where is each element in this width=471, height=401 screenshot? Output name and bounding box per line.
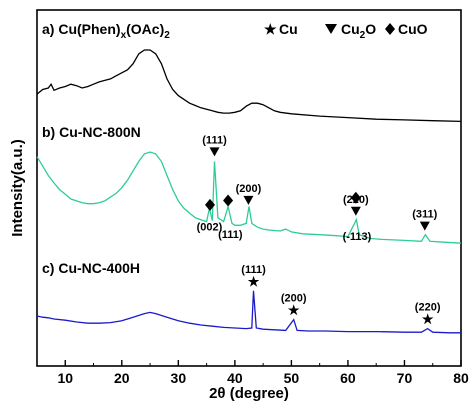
x-tick-label: 30 [171, 370, 187, 386]
peak-diamond-icon [204, 198, 215, 211]
peak-below-label: (111) [218, 229, 243, 241]
peak-triangle-icon [419, 221, 430, 231]
peak-triangle-icon [209, 147, 220, 157]
series-line-0 [36, 49, 462, 123]
series-a-label: a) Cu(Phen)x(OAc)2 [42, 21, 170, 41]
peak-below-label: (002) [197, 221, 223, 233]
peak-label: (220) [415, 302, 441, 314]
legend-cu-label: Cu [279, 21, 298, 37]
x-tick-label: 70 [397, 370, 413, 386]
peak-star-icon: ★ [422, 312, 434, 327]
legend-triangle-icon [325, 24, 337, 34]
peak-label: (111) [241, 264, 266, 276]
legend-diamond-icon [385, 23, 395, 35]
x-axis-label: 2θ (degree) [209, 385, 289, 401]
peak-triangle-icon [350, 206, 361, 216]
series-line-2 [36, 290, 461, 334]
peak-label: (200) [236, 183, 262, 195]
peak-below-label: (-113) [343, 231, 372, 243]
x-tick-label: 40 [227, 370, 243, 386]
x-axis-ticks: 10 20 30 40 50 60 70 80 [57, 360, 469, 386]
x-tick-label: 80 [453, 370, 469, 386]
legend-cuo-label: CuO [398, 21, 428, 37]
peak-label: (311) [412, 209, 437, 221]
legend: ★ Cu Cu2O CuO [264, 21, 428, 41]
series-b-label: b) Cu-NC-800N [42, 124, 141, 140]
x-tick-label: 60 [340, 370, 356, 386]
x-tick-label: 20 [114, 370, 130, 386]
legend-cu2o-label: Cu2O [341, 21, 376, 41]
x-tick-label: 50 [284, 370, 300, 386]
peak-star-icon: ★ [288, 303, 300, 318]
peak-star-icon: ★ [248, 274, 260, 289]
peak-diamond-icon [223, 194, 234, 207]
peak-diamond-icon [350, 191, 361, 204]
y-axis-label: Intensity(a.u.) [9, 139, 26, 237]
legend-star-icon: ★ [264, 21, 277, 37]
plot-frame [36, 9, 462, 367]
peak-markers: (111)(200)(220)(311)(002)(111)(-113)★(11… [197, 134, 441, 326]
x-tick-label: 10 [57, 370, 73, 386]
peak-triangle-icon [243, 195, 254, 205]
peak-label: (200) [281, 293, 307, 305]
series-c-label: c) Cu-NC-400H [42, 260, 140, 276]
peak-label: (111) [202, 134, 227, 146]
